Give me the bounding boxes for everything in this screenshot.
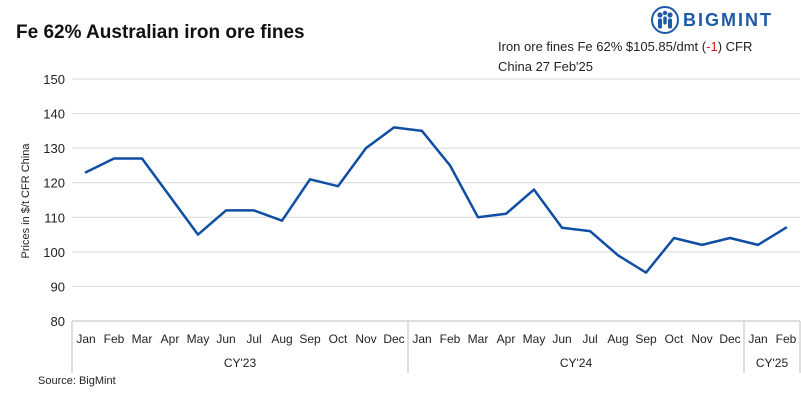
x-tick-label: Mar bbox=[132, 332, 153, 346]
y-tick-label: 100 bbox=[43, 245, 65, 260]
x-tick-label: Dec bbox=[383, 332, 404, 346]
x-tick-label: Nov bbox=[691, 332, 712, 346]
y-tick-label: 110 bbox=[44, 210, 65, 225]
annotation-change: -1 bbox=[706, 39, 718, 54]
x-tick-label: Aug bbox=[607, 332, 628, 346]
y-axis-label: Prices in $/t CFR China bbox=[20, 143, 32, 259]
x-tick-label: Jul bbox=[246, 332, 261, 346]
x-tick-label: Jun bbox=[552, 332, 571, 346]
x-group-label: CY'23 bbox=[224, 356, 257, 370]
chart-title: Fe 62% Australian iron ore fines bbox=[16, 22, 305, 43]
annotation-prefix: Iron ore fines Fe 62% $105.85/dmt ( bbox=[498, 39, 707, 54]
x-tick-label: Sep bbox=[635, 332, 657, 346]
x-tick-label: Jan bbox=[76, 332, 95, 346]
x-tick-label: Jan bbox=[748, 332, 767, 346]
source-note: Source: BigMint bbox=[38, 375, 116, 387]
price-series-line bbox=[84, 126, 788, 274]
x-tick-label: Jul bbox=[582, 332, 597, 346]
x-tick-label: Oct bbox=[329, 332, 348, 346]
y-tick-label: 140 bbox=[43, 107, 65, 122]
x-tick-label: Oct bbox=[665, 332, 684, 346]
gridlines bbox=[72, 78, 800, 322]
x-tick-label: Dec bbox=[719, 332, 740, 346]
x-tick-label: Jun bbox=[216, 332, 235, 346]
x-tick-label: Feb bbox=[776, 332, 797, 346]
x-tick-label: Mar bbox=[468, 332, 489, 346]
bigmint-logo[interactable]: BIGMINT bbox=[651, 6, 773, 34]
x-tick-label: Apr bbox=[497, 332, 516, 346]
annotation-suffix: ) CFR China 27 Feb'25 bbox=[498, 39, 753, 74]
y-tick-label: 120 bbox=[43, 176, 65, 191]
x-group-label: CY'24 bbox=[560, 356, 593, 370]
x-axis: Jan Feb Mar Apr May Jun Jul Aug Sep Oct Nov Dec Jan F… bbox=[71, 320, 801, 373]
x-tick-label: Feb bbox=[440, 332, 461, 346]
series-layer bbox=[84, 126, 788, 274]
x-group-label: CY'25 bbox=[756, 356, 789, 370]
y-tick-label: 130 bbox=[43, 141, 65, 156]
x-tick-label: Aug bbox=[271, 332, 292, 346]
x-tick-label: Nov bbox=[355, 332, 376, 346]
y-tick-label: 150 bbox=[43, 72, 65, 87]
y-axis: 80 90 100 110 120 130 140 150 bbox=[43, 72, 65, 329]
x-tick-label: Jan bbox=[412, 332, 431, 346]
logo-text: BIGMINT bbox=[683, 9, 773, 30]
y-tick-label: 90 bbox=[51, 279, 65, 294]
x-tick-label: May bbox=[523, 332, 546, 346]
x-tick-label: Apr bbox=[161, 332, 180, 346]
price-annotation: Iron ore fines Fe 62% $105.85/dmt (-1) C… bbox=[498, 37, 768, 77]
y-tick-label: 80 bbox=[51, 314, 65, 329]
x-tick-label: May bbox=[187, 332, 210, 346]
x-tick-label: Feb bbox=[104, 332, 125, 346]
bigmint-people-icon bbox=[651, 6, 679, 34]
x-tick-label: Sep bbox=[299, 332, 321, 346]
